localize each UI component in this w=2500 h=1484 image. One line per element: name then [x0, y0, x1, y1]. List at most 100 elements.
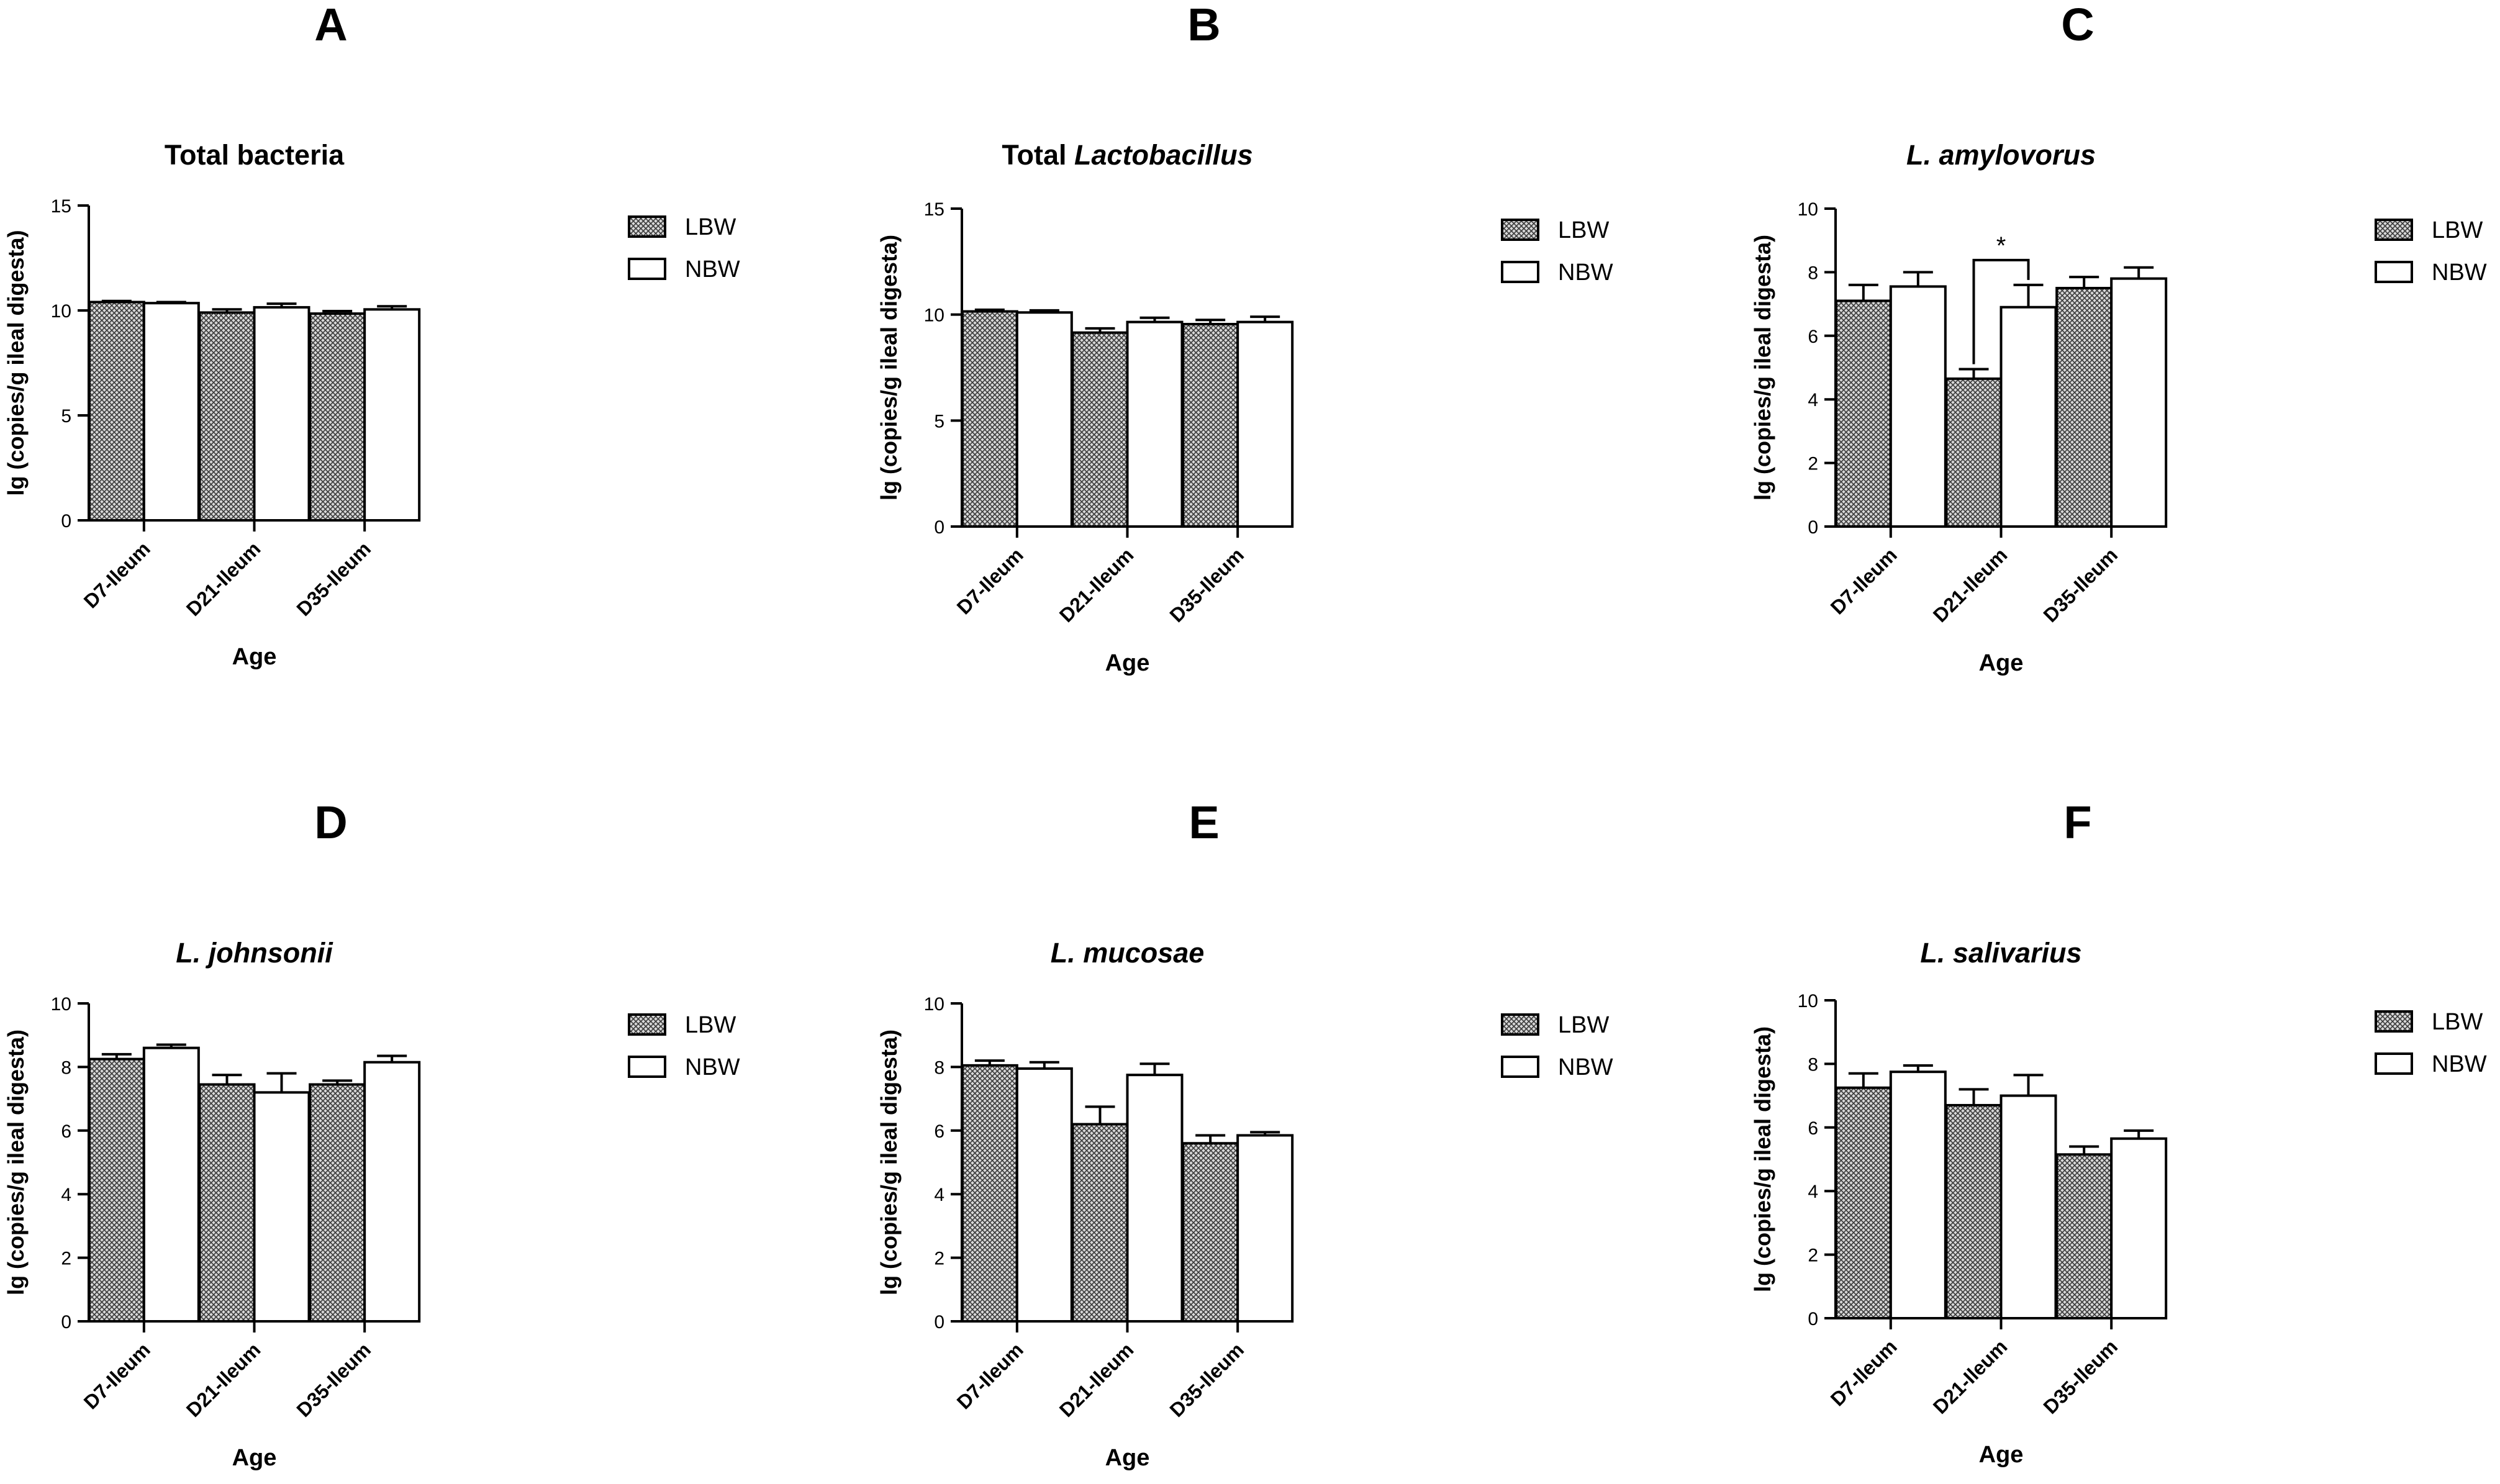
- bar-nbw: [142, 1046, 200, 1323]
- bar-nbw: [2110, 1137, 2168, 1319]
- bar-nbw: [1126, 1074, 1184, 1323]
- bar-nbw: [2000, 1094, 2057, 1319]
- y-tick-label: 4: [934, 1185, 944, 1205]
- y-axis-label: lg (copies/g ileal digesta): [1750, 235, 1775, 500]
- y-tick-label: 0: [1808, 1309, 1818, 1329]
- bar-lbw: [1945, 377, 2003, 528]
- y-tick-label: 8: [1808, 263, 1818, 283]
- x-tick-label: D35-Ileum: [292, 537, 376, 620]
- panel-title-part: L. amylovorus: [1906, 139, 2096, 171]
- bar-nbw: [253, 1091, 310, 1323]
- bar-lbw: [1945, 1103, 2003, 1319]
- panel-letter: E: [1189, 797, 1219, 848]
- y-tick-label: 0: [1808, 517, 1818, 538]
- y-tick-label: 4: [61, 1185, 71, 1205]
- bar-nbw: [363, 1061, 421, 1323]
- panel-letter: F: [2063, 797, 2091, 848]
- y-axis-label: lg (copies/g ileal digesta): [1750, 1026, 1775, 1292]
- legend-swatch-nbw: [628, 258, 666, 280]
- panel-title: L. johnsonii: [176, 937, 333, 969]
- legend-swatch-lbw: [2375, 1010, 2413, 1033]
- bar-nbw: [1236, 320, 1294, 528]
- legend-label-lbw: LBW: [685, 1012, 736, 1038]
- panel-title: Total bacteria: [165, 139, 345, 171]
- x-tick-label: D7-Ileum: [79, 537, 155, 612]
- x-axis-label: Age: [1105, 650, 1150, 676]
- x-tick-label: D7-Ileum: [953, 543, 1028, 618]
- panel-title-part: Lactobacillus: [1074, 139, 1253, 171]
- legend-label-nbw: NBW: [1558, 260, 1613, 286]
- y-tick-label: 2: [61, 1249, 71, 1269]
- y-tick-label: 6: [1808, 327, 1818, 347]
- legend-swatch-nbw: [2375, 1052, 2413, 1075]
- x-axis-label: Age: [232, 644, 277, 670]
- y-tick-label: 15: [51, 196, 71, 217]
- bar-lbw: [2055, 1153, 2113, 1319]
- panel-title-part: L. mucosae: [1051, 937, 1205, 969]
- x-tick-label: D7-Ileum: [1826, 543, 1901, 618]
- y-tick-label: 2: [934, 1249, 944, 1269]
- y-tick-label: 10: [51, 994, 71, 1015]
- legend-label-lbw: LBW: [2432, 1009, 2483, 1035]
- y-tick-label: 5: [61, 406, 71, 427]
- legend-label-nbw: NBW: [2432, 1051, 2487, 1077]
- x-tick-label: D35-Ileum: [1166, 1338, 1249, 1421]
- panel-title: Total Lactobacillus: [1002, 139, 1252, 171]
- panel-letter: D: [314, 797, 347, 848]
- panel-title-part: Total bacteria: [165, 139, 345, 171]
- y-tick-label: 8: [61, 1057, 71, 1078]
- significance-star: *: [1996, 232, 2006, 260]
- panel-e: E L. mucosae 0 2 4 6 8 10 lg (copies/g ileal dig…: [876, 797, 1613, 1471]
- legend-swatch-lbw: [2375, 219, 2413, 241]
- y-tick-label: 4: [1808, 390, 1818, 410]
- legend-label-nbw: NBW: [2432, 260, 2487, 286]
- y-tick-label: 6: [1808, 1118, 1818, 1139]
- y-tick-label: 10: [1798, 991, 1818, 1011]
- y-tick-label: 10: [1798, 199, 1818, 220]
- bar-lbw: [198, 311, 256, 522]
- y-tick-label: 15: [924, 199, 944, 220]
- y-tick-label: 0: [61, 1312, 71, 1332]
- bar-lbw: [1071, 331, 1129, 528]
- bar-nbw: [1126, 320, 1184, 528]
- legend-swatch-lbw: [1501, 1013, 1539, 1036]
- bar-nbw: [253, 305, 310, 522]
- x-tick-label: D21-Ileum: [1929, 1335, 2012, 1418]
- bar-lbw: [309, 1083, 366, 1323]
- panel-title-part: Total: [1002, 139, 1074, 171]
- legend-label-nbw: NBW: [685, 256, 740, 283]
- x-tick-label: D21-Ileum: [182, 537, 265, 620]
- x-tick-label: D35-Ileum: [2039, 1335, 2122, 1418]
- panel-a: A Total bacteria 0 5 10 15 lg (copies/g ileal …: [3, 0, 740, 670]
- y-tick-label: 10: [924, 305, 944, 326]
- bar-lbw: [198, 1083, 256, 1323]
- x-tick-label: D35-Ileum: [292, 1338, 376, 1421]
- y-axis-label: lg (copies/g ileal digesta): [876, 235, 902, 500]
- bar-lbw: [961, 1064, 1018, 1323]
- legend-label-nbw: NBW: [1558, 1054, 1613, 1080]
- x-tick-label: D21-Ileum: [1929, 543, 2012, 627]
- legend-swatch-nbw: [628, 1056, 666, 1078]
- bar-lbw: [1834, 299, 1892, 528]
- x-tick-label: D21-Ileum: [1055, 1338, 1138, 1421]
- legend-label-lbw: LBW: [2432, 217, 2483, 243]
- panel-title-part: L. johnsonii: [176, 937, 333, 969]
- x-tick-label: D35-Ileum: [1166, 543, 1249, 627]
- legend-label-lbw: LBW: [1558, 217, 1609, 243]
- legend-label-nbw: NBW: [685, 1054, 740, 1080]
- y-tick-label: 10: [51, 301, 71, 322]
- panel-b: B Total Lactobacillus 0 5 10 15 lg (copies/g i…: [876, 0, 1613, 676]
- panel-letter: C: [2061, 0, 2094, 50]
- y-tick-label: 10: [924, 994, 944, 1015]
- x-axis-label: Age: [1105, 1445, 1150, 1471]
- panel-title: L. mucosae: [1051, 937, 1205, 969]
- y-tick-label: 2: [1808, 454, 1818, 474]
- y-axis-label: lg (copies/g ileal digesta): [3, 230, 29, 495]
- y-tick-label: 0: [61, 511, 71, 532]
- panel-d: D L. johnsonii 0 2 4 6 8 10 lg (copies/g ileal d…: [3, 797, 740, 1471]
- y-tick-label: 6: [934, 1121, 944, 1142]
- y-tick-label: 8: [1808, 1054, 1818, 1075]
- bar-nbw: [1889, 1070, 1947, 1319]
- bar-nbw: [2110, 277, 2168, 528]
